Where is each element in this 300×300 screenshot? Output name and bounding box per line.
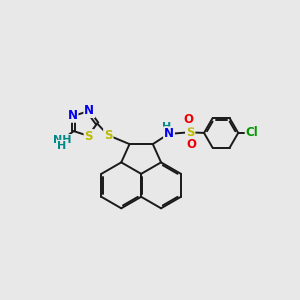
Text: Cl: Cl — [246, 126, 258, 140]
Text: NH: NH — [53, 135, 72, 145]
Text: N: N — [68, 109, 77, 122]
Text: H: H — [162, 122, 171, 132]
Text: S: S — [186, 126, 194, 139]
Text: O: O — [184, 113, 194, 127]
Text: N: N — [84, 104, 94, 117]
Text: S: S — [104, 129, 112, 142]
Text: N: N — [164, 127, 174, 140]
Text: H: H — [57, 141, 67, 151]
Text: O: O — [187, 138, 197, 151]
Text: S: S — [85, 130, 93, 143]
